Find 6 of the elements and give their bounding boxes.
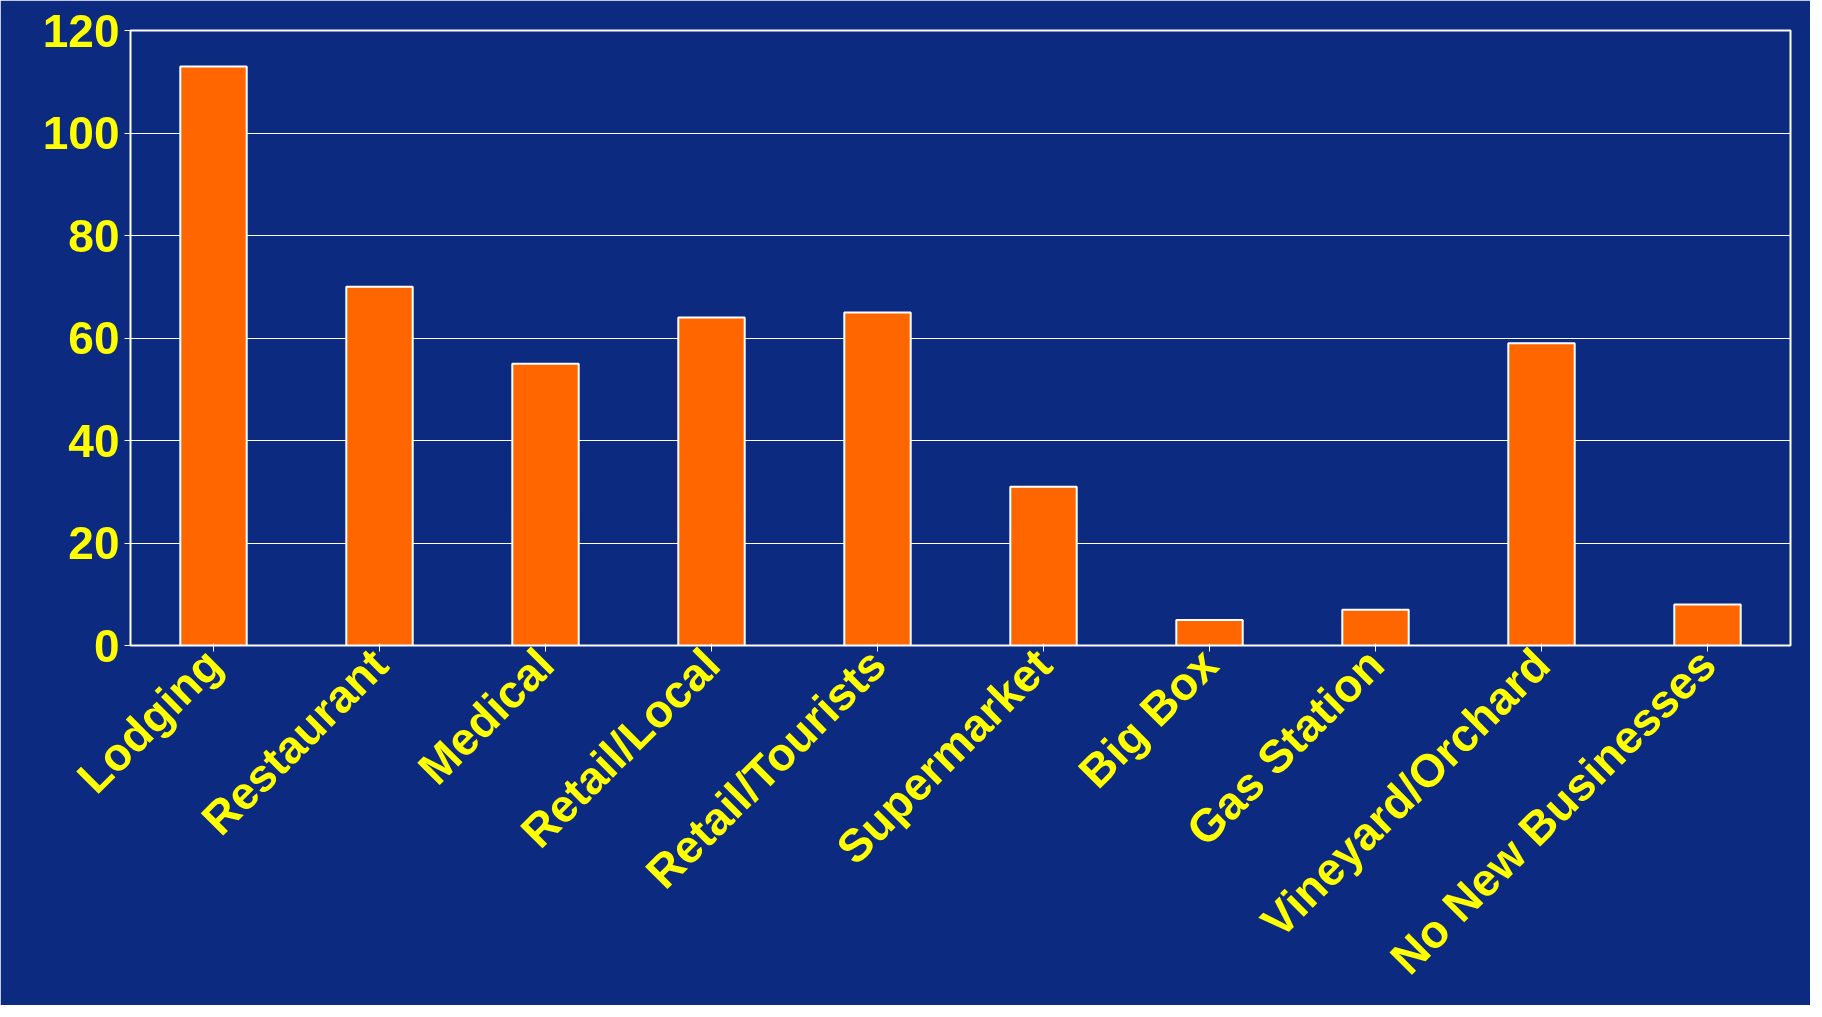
y-tick-label: 80 (68, 209, 120, 262)
y-tick-label: 40 (68, 414, 120, 467)
y-tick-label: 100 (42, 107, 120, 159)
y-tick-label: 60 (68, 312, 120, 364)
y-tick-label: 20 (68, 517, 120, 569)
y-tick-label: 120 (42, 4, 120, 57)
